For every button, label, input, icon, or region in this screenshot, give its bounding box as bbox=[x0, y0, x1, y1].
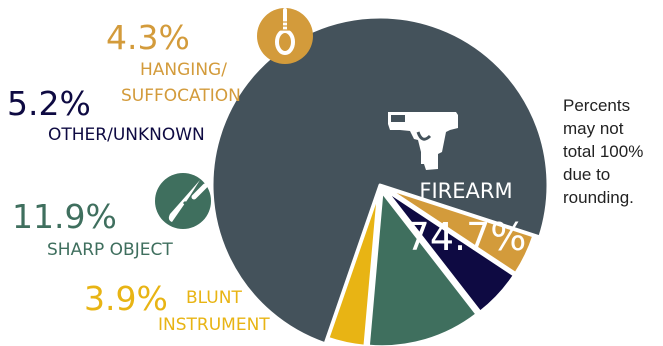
slice-hanging-suffocation bbox=[384, 186, 536, 276]
note-line: may not bbox=[563, 119, 624, 138]
noose-icon bbox=[257, 8, 313, 64]
pie-slices bbox=[210, 15, 550, 346]
slice-labels: 74.7% FIREARM 3.9% BLUNT INSTRUMENT 11.9% SHAR… bbox=[7, 18, 526, 335]
value-label-firearm: 74.7% bbox=[406, 215, 527, 259]
slice-blunt-instrument bbox=[326, 190, 381, 346]
category-label-other-unknown: OTHER/UNKNOWN bbox=[48, 125, 205, 145]
handgun-icon bbox=[388, 112, 458, 170]
rounding-note: Percents may not total 100% due to round… bbox=[563, 94, 659, 209]
category-label-hanging-suffocation: SUFFOCATION bbox=[121, 86, 241, 106]
slice-icons bbox=[155, 8, 458, 229]
note-line: due to bbox=[563, 165, 611, 184]
category-label-blunt-instrument: BLUNT bbox=[186, 288, 242, 308]
category-label-firearm: FIREARM bbox=[419, 179, 512, 203]
value-label-hanging-suffocation: 4.3% bbox=[106, 18, 190, 57]
value-label-other-unknown: 5.2% bbox=[7, 84, 91, 123]
knife-icon bbox=[155, 173, 211, 229]
value-label-sharp-object: 11.9% bbox=[12, 197, 117, 236]
slice-sharp-object bbox=[366, 190, 479, 346]
value-label-blunt-instrument: 3.9% bbox=[84, 279, 168, 318]
category-label-blunt-instrument: INSTRUMENT bbox=[158, 315, 270, 335]
category-label-sharp-object: SHARP OBJECT bbox=[47, 240, 173, 260]
note-line: total 100% bbox=[563, 142, 644, 161]
category-label-hanging-suffocation: HANGING/ bbox=[140, 60, 227, 80]
slice-other-unknown bbox=[383, 188, 516, 314]
note-line: Percents bbox=[563, 96, 631, 115]
note-line: rounding. bbox=[563, 188, 634, 207]
